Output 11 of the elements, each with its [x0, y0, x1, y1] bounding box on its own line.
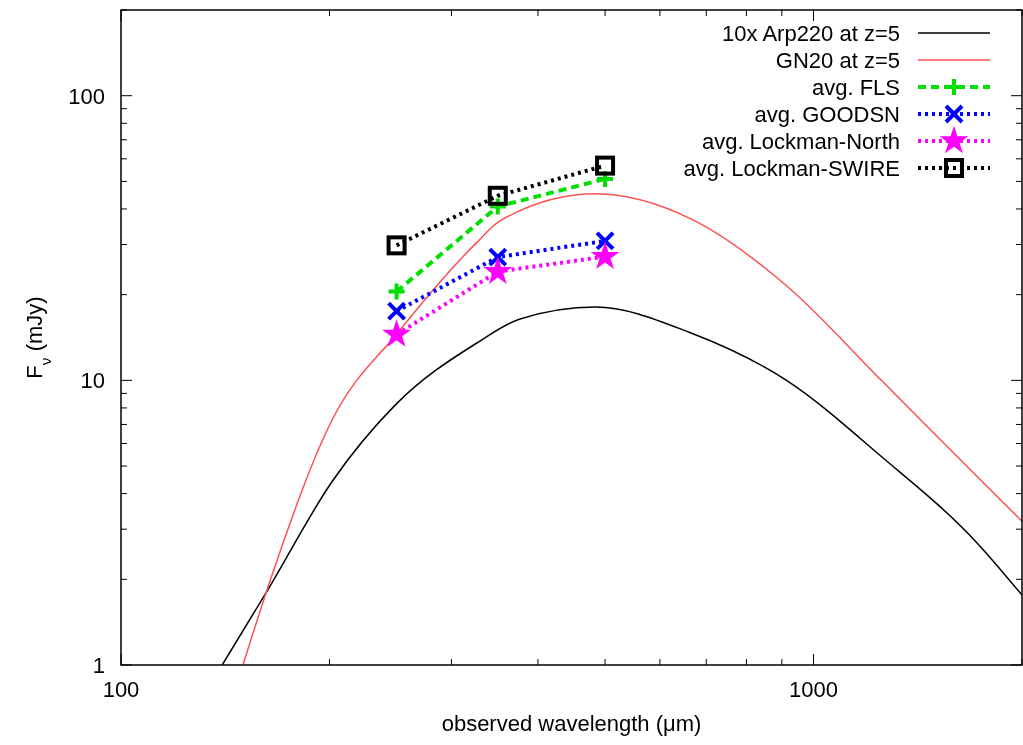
y-tick-label: 10	[80, 368, 105, 394]
legend-label: avg. Lockman-SWIRE	[683, 156, 900, 181]
y-tick-label: 1	[92, 653, 105, 678]
legend-label: GN20 at z=5	[775, 48, 900, 73]
legend-label: avg. FLS	[811, 75, 900, 100]
legend-label: 10x Arp220 at z=5	[722, 21, 900, 46]
legend-label: avg. Lockman-North	[701, 129, 900, 154]
x-tick-label: 1000	[789, 677, 838, 702]
x-axis-title: observed wavelength (μm)	[441, 711, 702, 736]
y-tick-label: 100	[68, 83, 105, 109]
legend-label: avg. GOODSN	[754, 102, 900, 127]
